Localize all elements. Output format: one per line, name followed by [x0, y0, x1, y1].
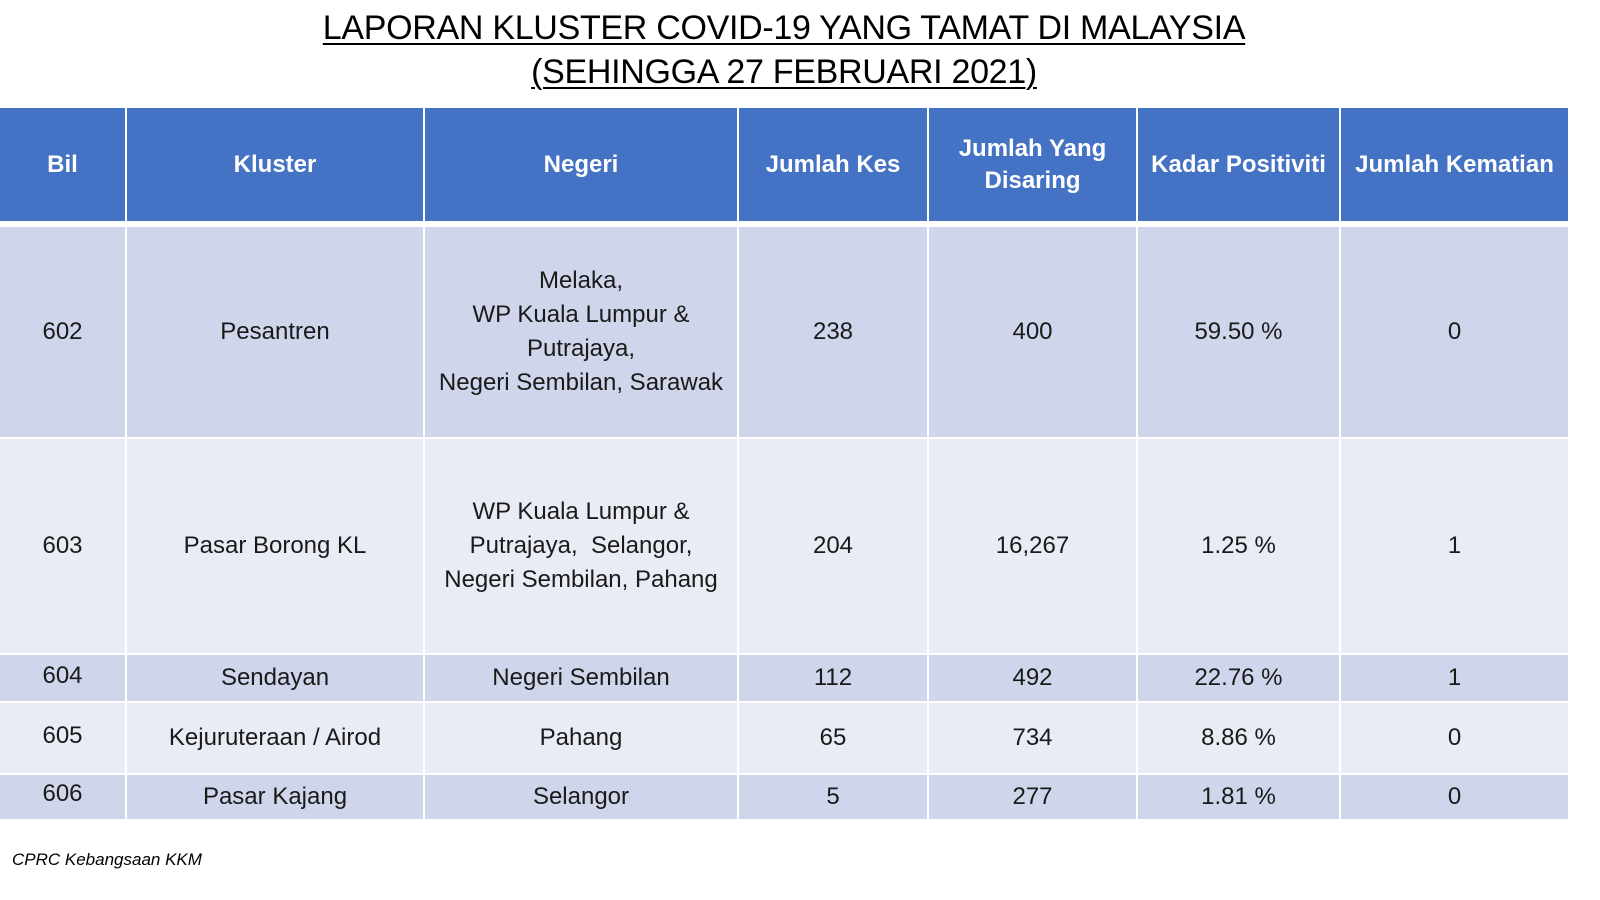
cell-jumlah-kematian: 1	[1340, 438, 1568, 655]
cell-jumlah-kes: 5	[738, 774, 929, 821]
cell-jumlah-kes: 112	[738, 654, 929, 703]
table-row: 606 Pasar Kajang Selangor 5 277 1.81 % 0	[0, 774, 1568, 821]
header-kluster: Kluster	[126, 108, 425, 227]
cell-kluster: Pasar Kajang	[126, 774, 425, 821]
cell-negeri-line: Putrajaya,	[526, 335, 636, 362]
table-row: 603 Pasar Borong KL WP Kuala Lumpur & Pu…	[0, 438, 1568, 655]
cell-negeri: WP Kuala Lumpur & Putrajaya, Selangor, N…	[424, 438, 739, 655]
table-row: 602 Pesantren Melaka, WP Kuala Lumpur & …	[0, 224, 1568, 439]
cell-jumlah-disaring: 400	[928, 224, 1138, 439]
cell-negeri-line: WP Kuala Lumpur &	[472, 498, 690, 525]
header-jumlah-kematian: Jumlah Kematian	[1340, 108, 1568, 227]
cell-jumlah-kematian: 0	[1340, 702, 1568, 775]
cell-jumlah-disaring: 492	[928, 654, 1138, 703]
cell-negeri: Pahang	[424, 702, 739, 775]
cell-jumlah-disaring: 734	[928, 702, 1138, 775]
cell-bil: 605	[0, 702, 127, 775]
cell-bil: 604	[0, 654, 127, 703]
source-note: CPRC Kebangsaan KKM	[12, 850, 202, 869]
cell-negeri-line: WP Kuala Lumpur &	[472, 301, 690, 328]
cell-kadar-positiviti: 59.50 %	[1137, 224, 1341, 439]
cell-jumlah-kematian: 0	[1340, 774, 1568, 821]
cell-jumlah-disaring: 16,267	[928, 438, 1138, 655]
cell-negeri: Selangor	[424, 774, 739, 821]
header-jumlah-kes: Jumlah Kes	[738, 108, 929, 227]
header-jumlah-disaring: Jumlah Yang Disaring	[928, 108, 1138, 227]
cell-kluster: Kejuruteraan / Airod	[126, 702, 425, 775]
cell-negeri-line: Negeri Sembilan, Sarawak	[438, 369, 724, 396]
report-title: LAPORAN KLUSTER COVID-19 YANG TAMAT DI M…	[0, 6, 1568, 94]
table-row: 604 Sendayan Negeri Sembilan 112 492 22.…	[0, 654, 1568, 703]
header-bil: Bil	[0, 108, 127, 227]
cell-bil: 603	[0, 438, 127, 655]
cell-kadar-positiviti: 22.76 %	[1137, 654, 1341, 703]
cell-kadar-positiviti: 8.86 %	[1137, 702, 1341, 775]
cell-kadar-positiviti: 1.25 %	[1137, 438, 1341, 655]
cell-negeri-line: Putrajaya, Selangor,	[469, 532, 693, 559]
cell-negeri-line: Melaka,	[538, 267, 624, 294]
cell-kluster: Sendayan	[126, 654, 425, 703]
cell-jumlah-disaring: 277	[928, 774, 1138, 821]
cell-jumlah-kematian: 1	[1340, 654, 1568, 703]
cell-kadar-positiviti: 1.81 %	[1137, 774, 1341, 821]
title-line-2: (SEHINGGA 27 FEBRUARI 2021)	[0, 50, 1568, 94]
header-jumlah-disaring-line1: Jumlah Yang	[958, 134, 1107, 162]
header-negeri: Negeri	[424, 108, 739, 227]
cell-negeri: Melaka, WP Kuala Lumpur & Putrajaya, Neg…	[424, 224, 739, 439]
cell-jumlah-kes: 204	[738, 438, 929, 655]
cell-kluster: Pesantren	[126, 224, 425, 439]
header-kadar-positiviti: Kadar Positiviti	[1137, 108, 1341, 227]
title-line-1-text: LAPORAN KLUSTER COVID-19 YANG TAMAT DI M…	[322, 9, 1246, 47]
cell-jumlah-kes: 65	[738, 702, 929, 775]
cluster-table: Bil Kluster Negeri Jumlah Kes Jumlah Yan…	[0, 108, 1568, 821]
title-line-1: LAPORAN KLUSTER COVID-19 YANG TAMAT DI M…	[0, 6, 1568, 50]
cell-negeri: Negeri Sembilan	[424, 654, 739, 703]
cell-kluster: Pasar Borong KL	[126, 438, 425, 655]
cell-bil: 606	[0, 774, 127, 821]
header-jumlah-disaring-line2: Disaring	[984, 166, 1081, 194]
cell-negeri-line: Negeri Sembilan, Pahang	[444, 566, 718, 593]
table-row: 605 Kejuruteraan / Airod Pahang 65 734 8…	[0, 702, 1568, 775]
cell-jumlah-kematian: 0	[1340, 224, 1568, 439]
cell-jumlah-kes: 238	[738, 224, 929, 439]
title-line-2-text: (SEHINGGA 27 FEBRUARI 2021)	[531, 53, 1037, 91]
cell-bil: 602	[0, 224, 127, 439]
table-header-row: Bil Kluster Negeri Jumlah Kes Jumlah Yan…	[0, 108, 1568, 227]
